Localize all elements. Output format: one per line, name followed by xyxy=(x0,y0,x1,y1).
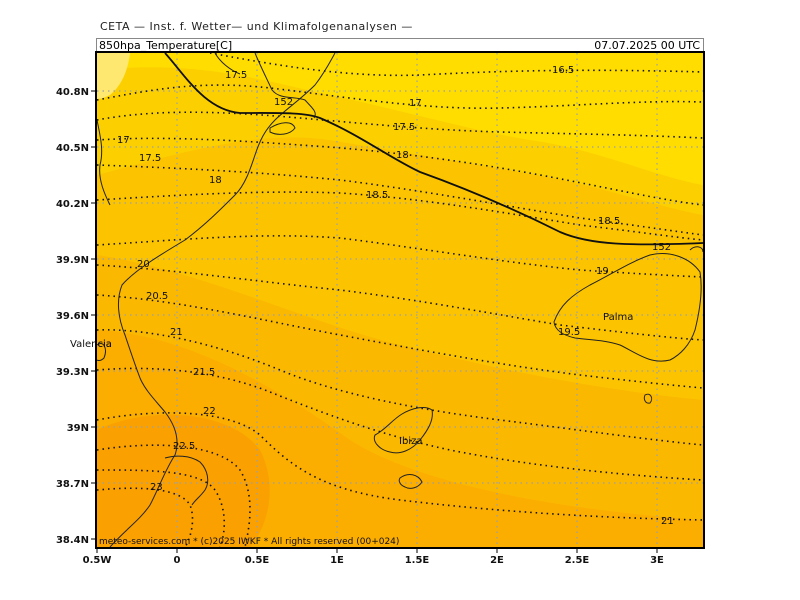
place-label-valencia: Valencia xyxy=(70,339,112,350)
isotherm-label: 18 xyxy=(396,150,409,161)
longitude-labels: 0.5W 0 0.5E 1E 1.5E 2E 2.5E 3E xyxy=(83,555,664,566)
lon-tick-label: 1.5E xyxy=(405,555,430,566)
isotherm-label: 19 xyxy=(596,266,609,277)
header-bar: 850hpa_Temperature[C] 07.07.2025 00 UTC xyxy=(96,38,704,52)
isotherm-label: 21 xyxy=(170,327,183,338)
lon-tick-label: 3E xyxy=(650,555,664,566)
isotherm-label: 20 xyxy=(137,259,150,270)
isotherm-label: 20.5 xyxy=(146,291,168,302)
isotherm-label: 18.5 xyxy=(598,216,620,227)
geopotential-label: 152 xyxy=(274,97,293,108)
band-18 xyxy=(97,53,703,185)
isotherm-label: 19.5 xyxy=(558,327,580,338)
parameter-label: 850hpa_Temperature[C] xyxy=(99,39,233,52)
lat-tick-label: 40.8N xyxy=(56,87,89,98)
coastlines xyxy=(97,53,703,547)
isotherms xyxy=(97,53,703,547)
place-label-palma: Palma xyxy=(603,312,633,323)
isotherm-label: 23 xyxy=(150,482,163,493)
lat-tick-label: 39.3N xyxy=(56,367,89,378)
axis-ticks xyxy=(91,90,658,553)
isotherm-label: 16.5 xyxy=(552,65,574,76)
place-label-ibiza: Ibiza xyxy=(399,436,422,447)
lat-tick-label: 40.5N xyxy=(56,143,89,154)
lat-tick-label: 40.2N xyxy=(56,199,89,210)
band-22 xyxy=(97,414,270,547)
isotherm-label: 22 xyxy=(203,406,216,417)
lat-tick-label: 39N xyxy=(67,423,89,434)
lon-tick-label: 0.5W xyxy=(83,555,112,566)
lat-tick-label: 39.9N xyxy=(56,255,89,266)
isotherm-label: 22.5 xyxy=(173,441,195,452)
isotherm-labels: 16.5 17 17.5 17.5 17 17.5 18 18 18.5 18.… xyxy=(117,65,674,527)
lon-tick-label: 2.5E xyxy=(565,555,590,566)
lon-tick-label: 0.5E xyxy=(245,555,270,566)
isotherm-label: 21 xyxy=(661,516,674,527)
band-16 xyxy=(97,53,130,99)
geopotential-contour xyxy=(164,53,703,246)
geopotential-label: 152 xyxy=(652,242,671,253)
isotherm-label: 17.5 xyxy=(225,70,247,81)
place-label-valencia-outer: Valencia xyxy=(70,339,112,350)
lon-tick-label: 2E xyxy=(490,555,504,566)
lon-tick-label: 0 xyxy=(174,555,181,566)
lat-tick-label: 39.6N xyxy=(56,311,89,322)
isotherm-label: 17.5 xyxy=(139,153,161,164)
datetime-label: 07.07.2025 00 UTC xyxy=(594,39,700,52)
header-org-title: CETA — Inst. f. Wetter— und Klimafolgena… xyxy=(100,20,413,33)
isotherm-label: 18.5 xyxy=(366,190,388,201)
copyright-footer: meteo-services.com * (c)2025 IWKF * All … xyxy=(99,537,399,547)
lon-tick-label: 1E xyxy=(330,555,344,566)
place-names: Valencia Ibiza Palma xyxy=(70,312,633,447)
isotherm-label: 17.5 xyxy=(393,122,415,133)
lat-tick-label: 38.7N xyxy=(56,479,89,490)
map-area: 16.5 17 17.5 17.5 17 17.5 18 18 18.5 18.… xyxy=(70,53,703,547)
geopotential-labels: 152 152 xyxy=(274,97,671,253)
lat-tick-label: 38.4N xyxy=(56,535,89,546)
isotherm-label: 17 xyxy=(409,98,422,109)
isotherm-label: 17 xyxy=(117,135,130,146)
map-frame xyxy=(95,51,705,549)
latitude-labels: 40.8N 40.5N 40.2N 39.9N 39.6N 39.3N 39N … xyxy=(56,87,89,546)
isotherm-label: 21.5 xyxy=(193,367,215,378)
isotherm-label: 18 xyxy=(209,175,222,186)
